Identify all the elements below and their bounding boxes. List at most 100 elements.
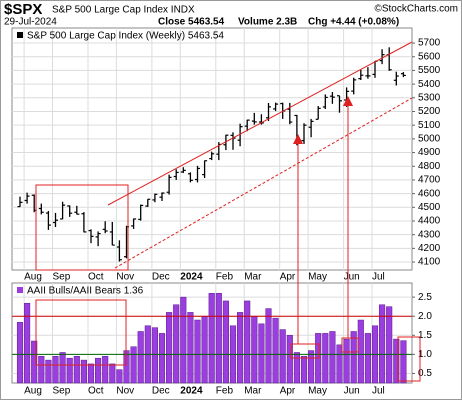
bar [116,369,123,384]
y-tick-label: 5600 [418,51,441,62]
y-tick-label: 1.0 [418,349,432,360]
legend-swatch [17,287,23,293]
bar [151,327,158,384]
x-tick-label: May [308,386,327,397]
bar [80,359,87,384]
highlight-box [35,184,129,271]
bar [286,335,293,384]
bar [187,312,194,384]
x-tick-label: Mar [244,272,262,283]
bar [87,363,95,384]
y-tick-label: 5700 [418,38,441,49]
y-tick-label: 4800 [418,161,441,172]
y-tick-label: 5300 [418,92,441,103]
x-tick-label: Apr [280,272,296,283]
bar [329,331,336,384]
bar [364,333,371,384]
y-tick-label: 0.5 [418,368,432,379]
y-tick-label: 4100 [418,257,441,268]
bar [130,346,137,384]
bar [222,300,229,384]
y-tick-label: 5200 [418,106,441,117]
x-tick-label: Sep [53,272,71,283]
x-tick-label: Dec [152,386,170,397]
y-tick-label: 5500 [418,65,441,76]
y-tick-label: 5400 [418,79,441,90]
bar [237,312,244,384]
x-tick-label: 2024 [180,386,203,397]
x-tick-label: Jul [372,386,385,397]
y-tick-label: 5100 [418,120,441,131]
x-tick-label: Aug [24,272,42,283]
trend-line-lower [114,97,413,269]
quote-close: Close 5463.54 [158,17,225,28]
x-tick-label: Dec [152,272,170,283]
y-tick-label: 1.5 [418,330,432,341]
bar [180,296,187,384]
bar [258,323,265,384]
bar [265,308,272,384]
bar [215,293,222,384]
y-tick-label: 5000 [418,134,441,145]
arrow-head [293,134,303,144]
highlight-box [290,343,320,359]
bar [386,306,393,384]
bar [66,357,73,384]
highlight-box [341,337,359,353]
y-tick-label: 4300 [418,229,441,240]
bar [38,356,45,384]
x-tick-label: Oct [88,272,104,283]
highlight-box [35,299,127,366]
date: 29-Jul-2024 [4,17,57,28]
trend-line-upper [107,41,413,206]
bar [137,331,144,384]
x-tick-label: May [308,272,327,283]
arrow-head [343,96,353,106]
bar [24,302,31,384]
bar [293,352,300,384]
x-tick-label: Jun [344,386,360,397]
highlight-box [397,336,421,382]
x-tick-label: Nov [116,272,134,283]
bar [45,359,52,384]
x-tick-label: Jun [344,272,360,283]
x-tick-label: Feb [216,386,234,397]
quote-volume: Volume 2.3B [238,17,297,28]
y-tick-label: 4700 [418,175,441,186]
bar [95,357,102,384]
y-tick-label: 2.5 [418,292,432,303]
security-name: S&P 500 Large Cap Index INDX [52,5,195,16]
x-tick-label: 2024 [180,272,203,283]
bar [102,356,109,384]
bar [272,317,279,384]
bar [166,312,173,384]
y-tick-label: 4400 [418,216,441,227]
x-tick-label: Sep [53,386,71,397]
bar [308,350,315,384]
x-tick-label: Jul [372,272,385,283]
legend-label: AAII Bulls/AAII Bears 1.36 [27,286,144,297]
bar [357,319,364,384]
bar [52,356,59,384]
x-tick-label: Oct [88,386,104,397]
y-tick-label: 4600 [418,188,441,199]
bar [158,333,166,384]
bar [31,340,38,384]
bar [279,329,286,384]
y-tick-label: 2.0 [418,311,432,322]
bar [173,304,180,384]
bar [16,322,24,384]
bar [194,319,201,384]
bar [244,300,251,384]
x-tick-label: Apr [280,386,296,397]
legend-label: S&P 500 Large Cap Index (Weekly) 5463.54 [27,31,224,42]
bar [343,338,350,384]
y-tick-label: 4500 [418,202,441,213]
bar [251,315,258,384]
bar [350,331,357,384]
x-tick-label: Feb [216,272,234,283]
bar [201,315,208,384]
bar [109,363,116,384]
bar [336,344,343,384]
quote-change: Chg +4.44 (+0.08%) [308,17,399,28]
